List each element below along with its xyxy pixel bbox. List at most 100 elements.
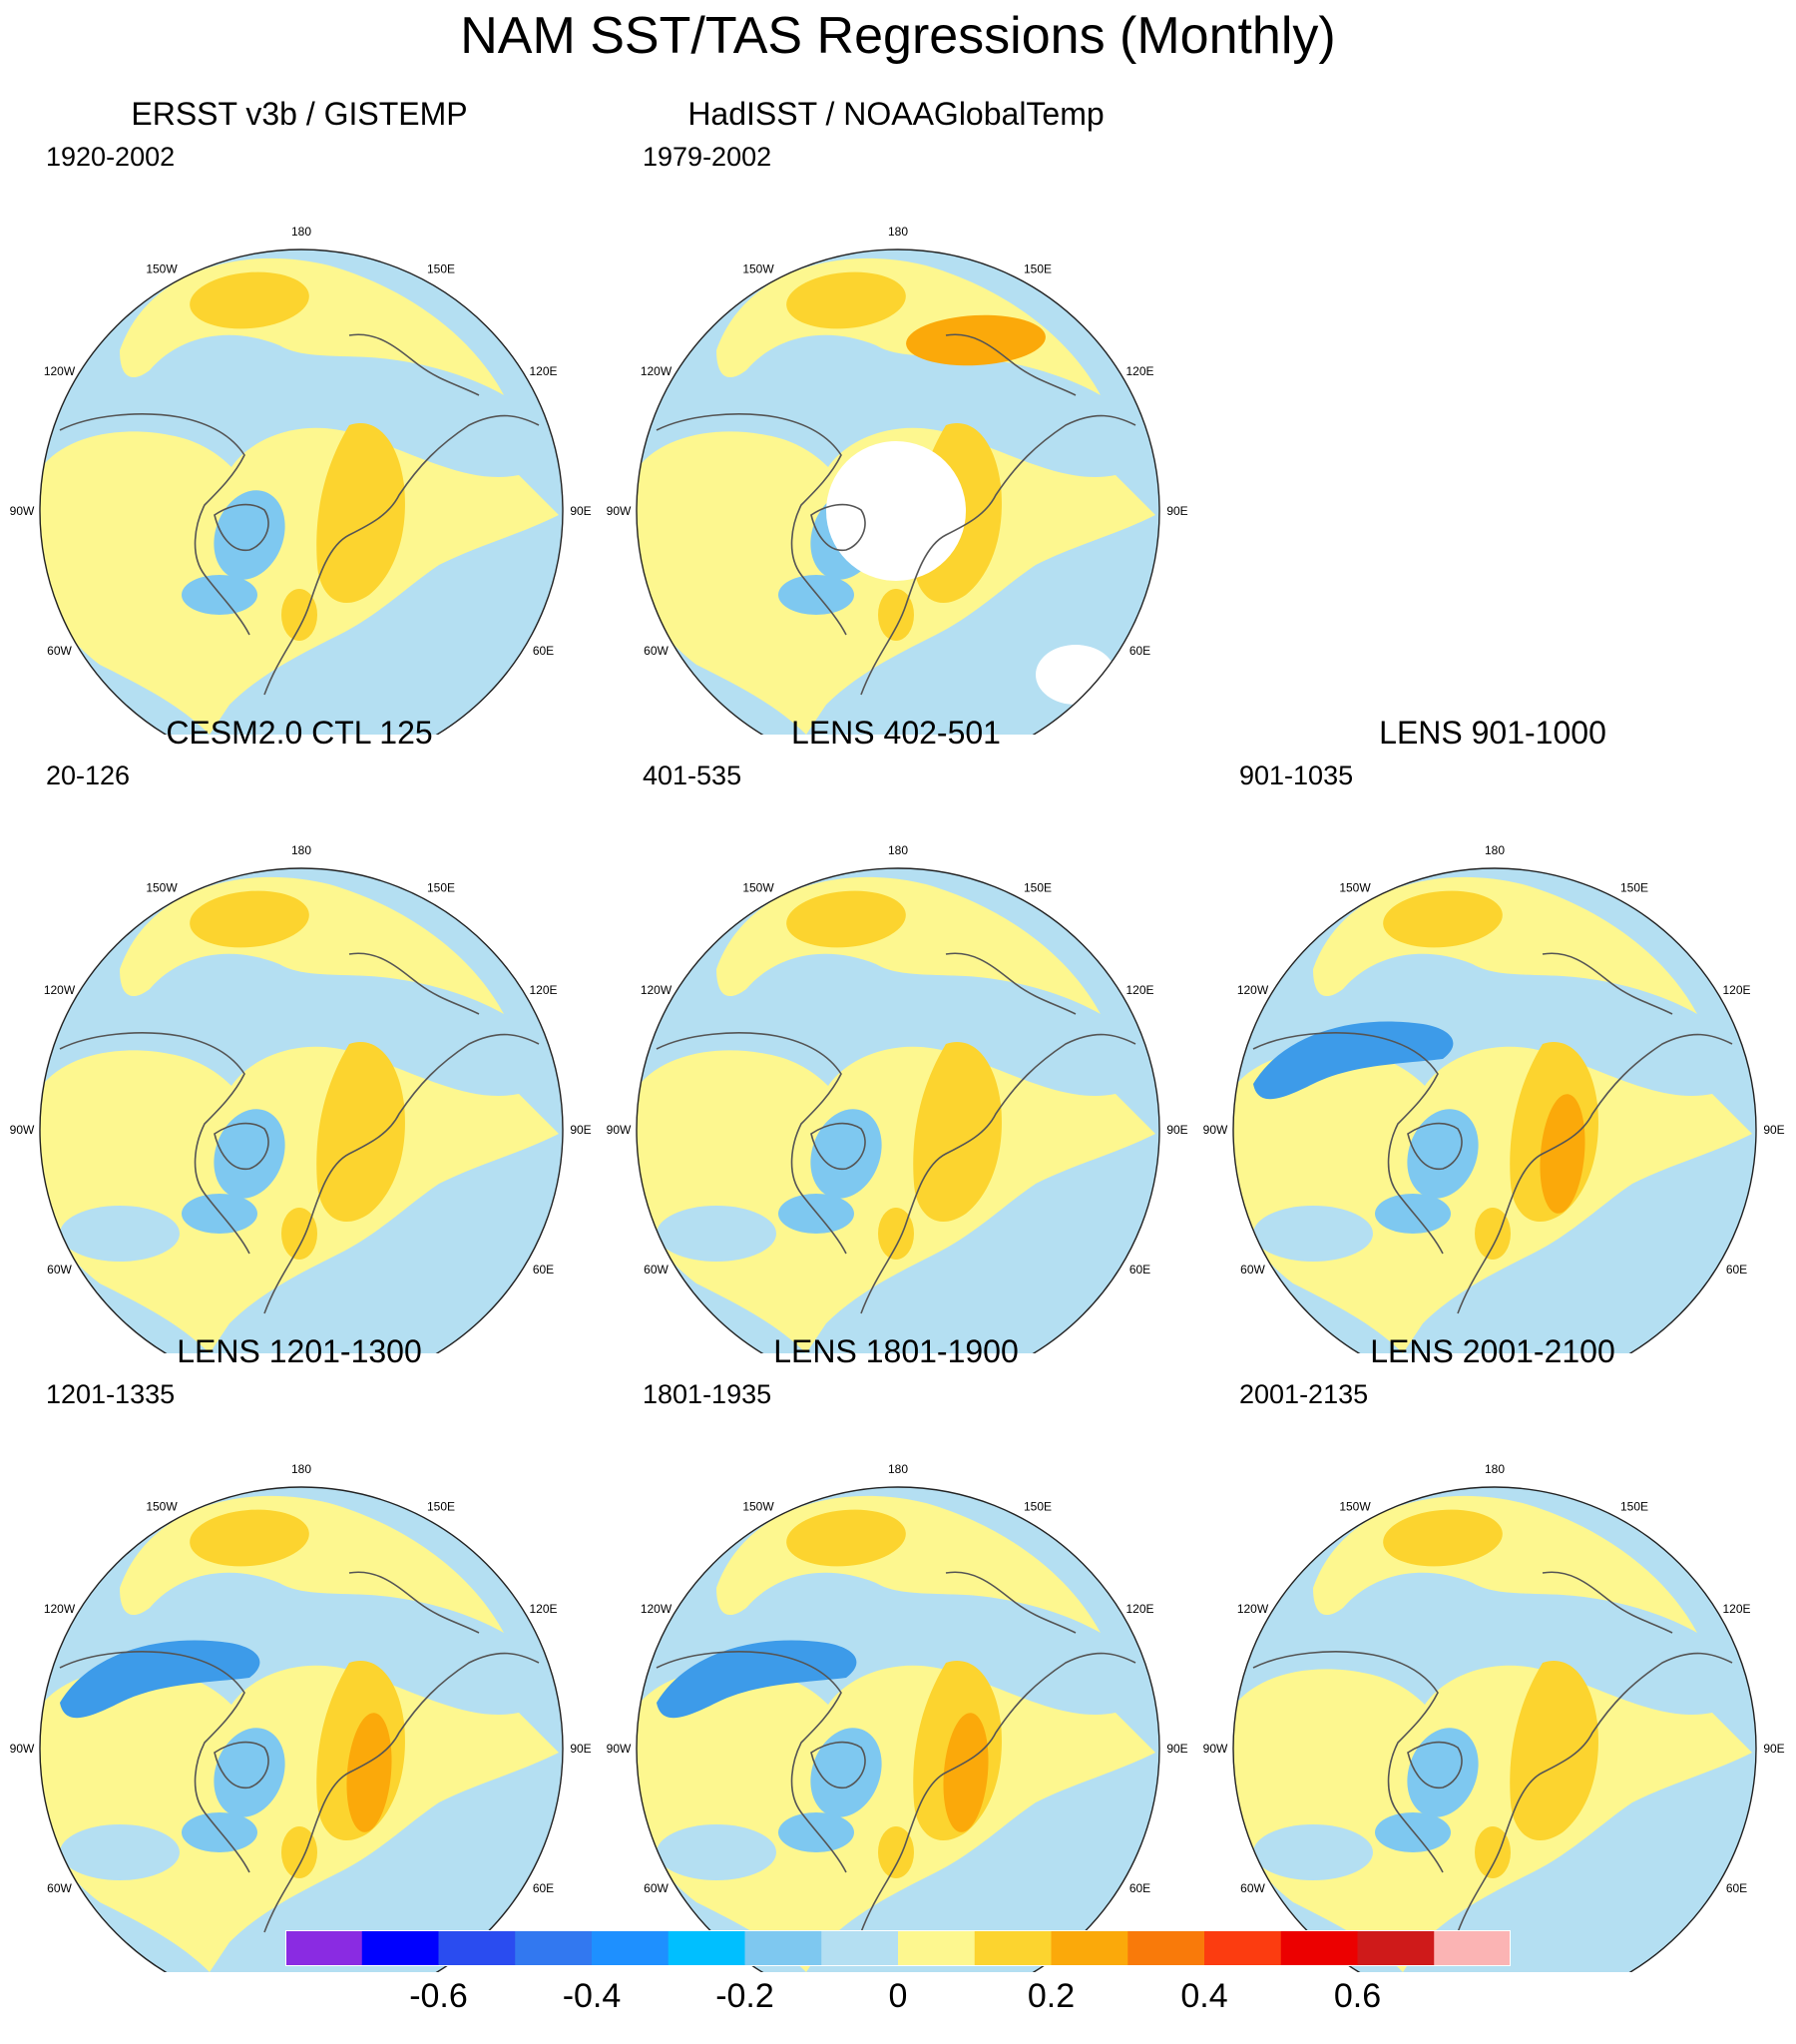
north-america-coast	[656, 1032, 847, 1255]
map-boundary	[1232, 1486, 1757, 1972]
north-america-coast	[1252, 1032, 1444, 1255]
east-asia-coast	[348, 952, 480, 1015]
scandinavia-positive	[281, 1208, 317, 1260]
north-atlantic-negative	[182, 575, 257, 615]
scandinavia-positive	[281, 1826, 317, 1878]
map-fill	[40, 1487, 563, 1972]
colorbar-box	[1357, 1930, 1435, 1966]
colorbar-label: 0.4	[1180, 1977, 1228, 2015]
eurasia-coast	[860, 1033, 1136, 1314]
arctic-negative	[810, 1728, 882, 1817]
longitude-label: 60E	[1129, 1263, 1150, 1277]
panel-title: LENS 2001-2100	[1370, 1333, 1615, 1369]
siberia-positive-core	[316, 1042, 405, 1223]
map-fill	[637, 868, 1159, 1353]
east-asia-coast	[945, 952, 1077, 1015]
north-america-coast	[59, 413, 250, 636]
coastlines	[59, 1571, 540, 1933]
longitude-label: 60W	[47, 1263, 72, 1277]
longitude-label: 150E	[1024, 262, 1052, 276]
longitude-label: 180	[888, 1462, 908, 1476]
longitude-label: 150W	[146, 262, 178, 276]
polar-map: 180150E120E90E60E30E030W60W90W120W150W	[1203, 843, 1785, 1353]
panel-years: 401-535	[643, 761, 742, 790]
north-america-coast	[1252, 1651, 1444, 1873]
longitude-label: 120E	[529, 1602, 557, 1616]
map-fill	[1233, 868, 1756, 1353]
missing-data-region	[826, 441, 966, 581]
longitude-label: 150E	[427, 1500, 455, 1514]
north-america-coast	[59, 1032, 250, 1255]
longitude-label: 60E	[1129, 644, 1150, 658]
longitude-label: 120W	[44, 1602, 76, 1616]
colorbar-box	[1204, 1930, 1282, 1966]
north-atlantic-negative	[1375, 1194, 1451, 1234]
longitude-label: 120W	[44, 364, 76, 378]
coastlines	[656, 952, 1136, 1314]
colorbar-box	[1127, 1930, 1205, 1966]
longitude-label: 120W	[641, 983, 673, 997]
map-panel-hadisst: HadISST / NOAAGlobalTemp 1979-2002 180 15…	[597, 96, 1195, 735]
longitude-label: 60W	[644, 1263, 669, 1277]
map-panel-lens-2001: LENS 2001-2100 2001-2135 180 150E 120E 90E 6…	[1193, 1333, 1792, 1972]
east-asia-coast	[348, 1571, 480, 1634]
pacific-positive-core	[786, 1509, 906, 1567]
longitude-label: 120W	[641, 364, 673, 378]
longitude-label: 60W	[644, 644, 669, 658]
longitude-label: 60E	[1726, 1263, 1747, 1277]
atlantic-eurasia-positive	[637, 427, 1155, 735]
longitude-label: 60E	[1726, 1881, 1747, 1895]
polar-map: 180150E120E90E60E30E030W60W90W120W150W	[607, 1462, 1188, 1972]
map-panel-lens-1201: LENS 1201-1300 1201-1335 180 150E 120E 90E 6…	[0, 1333, 599, 1972]
greenland-coast	[214, 1741, 269, 1788]
longitude-label: 60W	[1240, 1881, 1265, 1895]
labrador-negative	[657, 1824, 776, 1880]
longitude-label: 120W	[1237, 983, 1269, 997]
greenland-coast	[810, 1122, 866, 1170]
longitude-label: 150W	[742, 881, 774, 895]
longitude-label: 90W	[1203, 1742, 1228, 1756]
colorbar-box	[592, 1930, 670, 1966]
longitude-label: 90E	[1166, 1123, 1187, 1137]
longitude-label: 90E	[1763, 1742, 1784, 1756]
longitude-label: 120E	[1722, 983, 1750, 997]
siberia-positive-core	[913, 1042, 1002, 1223]
siberia-strong-core	[943, 1713, 989, 1832]
panel-years: 20-126	[46, 761, 131, 790]
longitude-label: 150E	[427, 262, 455, 276]
map-panel-ersst: ERSST v3b / GISTEMP 1920-2002 180 150E 120…	[0, 96, 599, 735]
greenland-coast	[810, 1741, 866, 1788]
longitude-label: 90W	[607, 1742, 632, 1756]
longitude-label: 90W	[1203, 1123, 1228, 1137]
longitude-label: 120E	[1722, 1602, 1750, 1616]
longitude-label: 180	[291, 843, 311, 857]
panel-title: HadISST / NOAAGlobalTemp	[687, 96, 1105, 132]
arctic-negative	[1407, 1109, 1479, 1199]
longitude-label: 90W	[607, 1123, 632, 1137]
longitude-label: 90E	[1166, 504, 1187, 518]
greenland-coast	[810, 503, 866, 551]
map-boundary	[39, 1486, 564, 1972]
map-panel-cesm2-ctl: CESM2.0 CTL 125 20-126 180 150E 120E 90E 60E…	[0, 715, 599, 1353]
longitude-label: 90W	[607, 504, 632, 518]
longitude-label: 120E	[1125, 983, 1153, 997]
atlantic-eurasia-positive	[40, 1665, 559, 1972]
polar-map: 180150E120E90E60E30E030W60W90W120W150W	[10, 1462, 592, 1972]
map-fill	[637, 1487, 1159, 1972]
eurasia-coast	[263, 414, 540, 696]
colorbar-box	[361, 1930, 439, 1966]
longitude-label: 150W	[1339, 881, 1371, 895]
panel-title: LENS 1201-1300	[177, 1333, 422, 1369]
colorbar-label: -0.4	[562, 1977, 622, 2015]
longitude-label: 60W	[644, 1881, 669, 1895]
longitude-label: 60E	[1129, 1881, 1150, 1895]
longitude-label: 90E	[570, 504, 591, 518]
missing-data-region	[1036, 645, 1116, 705]
colorbar-label: 0.2	[1027, 1977, 1076, 2015]
north-atlantic-negative	[778, 1194, 854, 1234]
pacific-positive-core	[1383, 1509, 1503, 1567]
colorbar-box	[974, 1930, 1052, 1966]
longitude-label: 120W	[641, 1602, 673, 1616]
longitude-label: 150E	[1620, 881, 1648, 895]
colorbar-label: 0.6	[1333, 1977, 1382, 2015]
